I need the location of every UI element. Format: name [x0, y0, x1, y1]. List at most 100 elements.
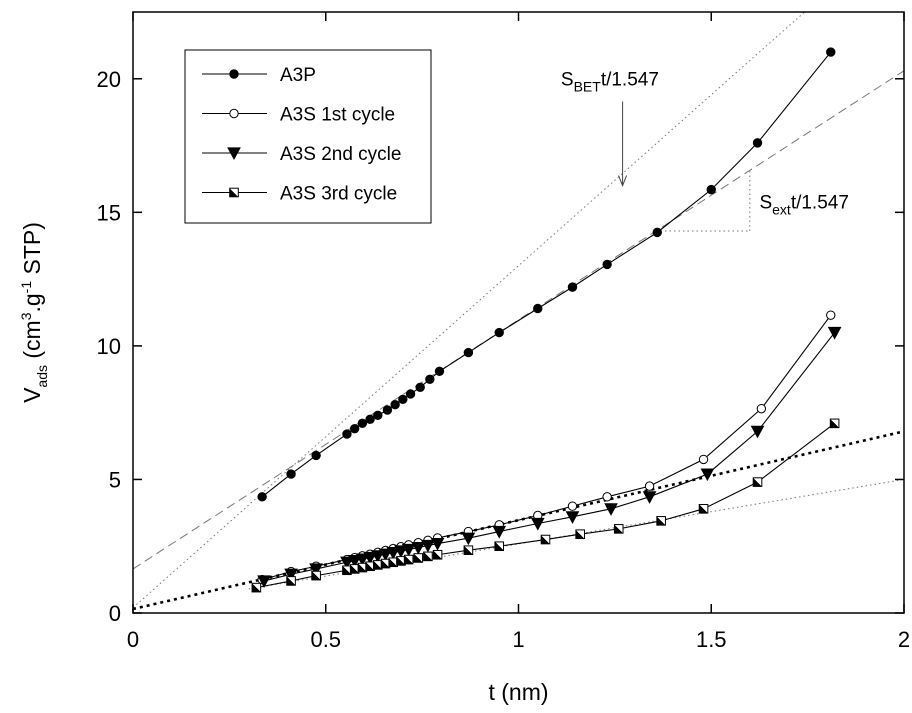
x-tick-label: 0	[127, 627, 139, 652]
data-point	[394, 545, 408, 559]
data-point	[382, 405, 393, 415]
data-point	[461, 532, 476, 546]
y-axis-title-supm1: -1	[18, 281, 34, 294]
y-axis-title-unit-open: (cm	[19, 320, 45, 365]
y-tick-label: 10	[97, 334, 121, 359]
data-point	[434, 366, 445, 376]
data-point	[540, 534, 551, 545]
data-point	[405, 389, 416, 399]
legend-label: A3S 2nd cycle	[280, 144, 401, 165]
series-4	[251, 418, 840, 593]
annotation-sbet: SBETt/1.547	[561, 69, 659, 187]
data-point	[311, 570, 321, 581]
y-axis-title-main: V	[19, 387, 45, 403]
data-point	[826, 310, 836, 320]
data-point	[286, 576, 296, 586]
data-point	[355, 553, 370, 567]
y-axis-title-sub: ads	[34, 365, 50, 388]
annotation-arrowhead	[618, 175, 628, 187]
data-point	[357, 418, 368, 429]
data-point	[342, 429, 352, 439]
data-point	[698, 454, 709, 465]
data-point	[829, 418, 840, 429]
y-axis-title-unit-mid: .g	[19, 293, 45, 312]
data-point	[411, 541, 426, 555]
data-point	[309, 563, 323, 576]
data-point	[378, 548, 393, 562]
legend-item-4: A3S 3rd cycle	[202, 184, 397, 205]
x-tick-label: 1.5	[696, 627, 727, 652]
legend-label: A3P	[280, 65, 316, 86]
reference-line-a3s-fit-thin	[248, 478, 904, 590]
data-point	[494, 327, 504, 338]
data-point	[349, 423, 360, 434]
data-point	[386, 547, 401, 560]
data-point	[257, 575, 271, 588]
series-3	[257, 326, 842, 588]
y-axis-title: Vads (cm3.g-1 STP)	[18, 222, 50, 403]
data-point	[415, 382, 425, 392]
data-point	[565, 511, 580, 524]
data-series	[251, 47, 842, 593]
y-tick-label: 15	[97, 200, 121, 225]
legend-item-2: A3S 1st cycle	[202, 105, 395, 126]
legend-box	[184, 49, 432, 224]
data-point	[656, 516, 666, 526]
legend-label: A3S 3rd cycle	[280, 184, 397, 205]
data-point	[423, 551, 433, 562]
data-point	[286, 469, 296, 479]
data-point	[492, 525, 507, 539]
annotation-text: SBETt/1.547	[561, 69, 659, 94]
data-point	[567, 501, 578, 511]
series-1	[257, 47, 836, 502]
data-point	[363, 551, 377, 565]
data-point	[494, 541, 505, 552]
data-point	[644, 481, 655, 491]
data-point	[652, 227, 662, 238]
data-point	[698, 504, 709, 514]
x-axis-title: t (nm)	[488, 679, 548, 705]
data-point	[401, 543, 416, 557]
data-point	[602, 492, 612, 502]
data-point	[432, 549, 443, 560]
data-point	[413, 553, 424, 563]
annotation-sext: Sextt/1.547	[759, 192, 848, 217]
data-point	[756, 403, 767, 414]
data-point	[750, 425, 765, 439]
legend-marker	[229, 108, 239, 119]
data-point	[613, 524, 624, 534]
data-point	[463, 545, 474, 556]
reference-line-a3s-fit-thick	[133, 430, 904, 611]
data-point	[311, 450, 321, 461]
data-point	[284, 568, 298, 582]
data-point	[575, 529, 585, 540]
data-point	[251, 582, 262, 593]
data-point	[430, 537, 445, 551]
data-point	[365, 414, 375, 425]
data-point	[826, 47, 836, 57]
legend-marker	[227, 147, 241, 161]
legend-marker	[229, 69, 239, 79]
legend-marker	[229, 187, 239, 198]
data-point	[604, 503, 618, 516]
data-point	[390, 399, 400, 410]
data-point	[602, 259, 612, 270]
data-point	[403, 554, 414, 565]
data-point	[533, 303, 543, 314]
data-point	[752, 138, 763, 148]
data-point	[463, 347, 474, 358]
x-tick-label: 1	[512, 627, 524, 652]
legend-item-1: A3P	[202, 65, 316, 86]
legend: A3P A3S 1st cycle A3S 2nd cycle A3S 3rd cyc…	[184, 49, 432, 224]
data-point	[706, 184, 716, 195]
data-point	[827, 326, 842, 340]
data-point	[373, 410, 383, 421]
reference-line-sext-line	[133, 70, 904, 570]
annotations: SBETt/1.547 Sextt/1.547	[561, 69, 849, 217]
data-point	[370, 550, 385, 563]
data-point	[642, 491, 657, 504]
data-point	[398, 394, 408, 405]
y-tick-label: 0	[109, 601, 121, 626]
